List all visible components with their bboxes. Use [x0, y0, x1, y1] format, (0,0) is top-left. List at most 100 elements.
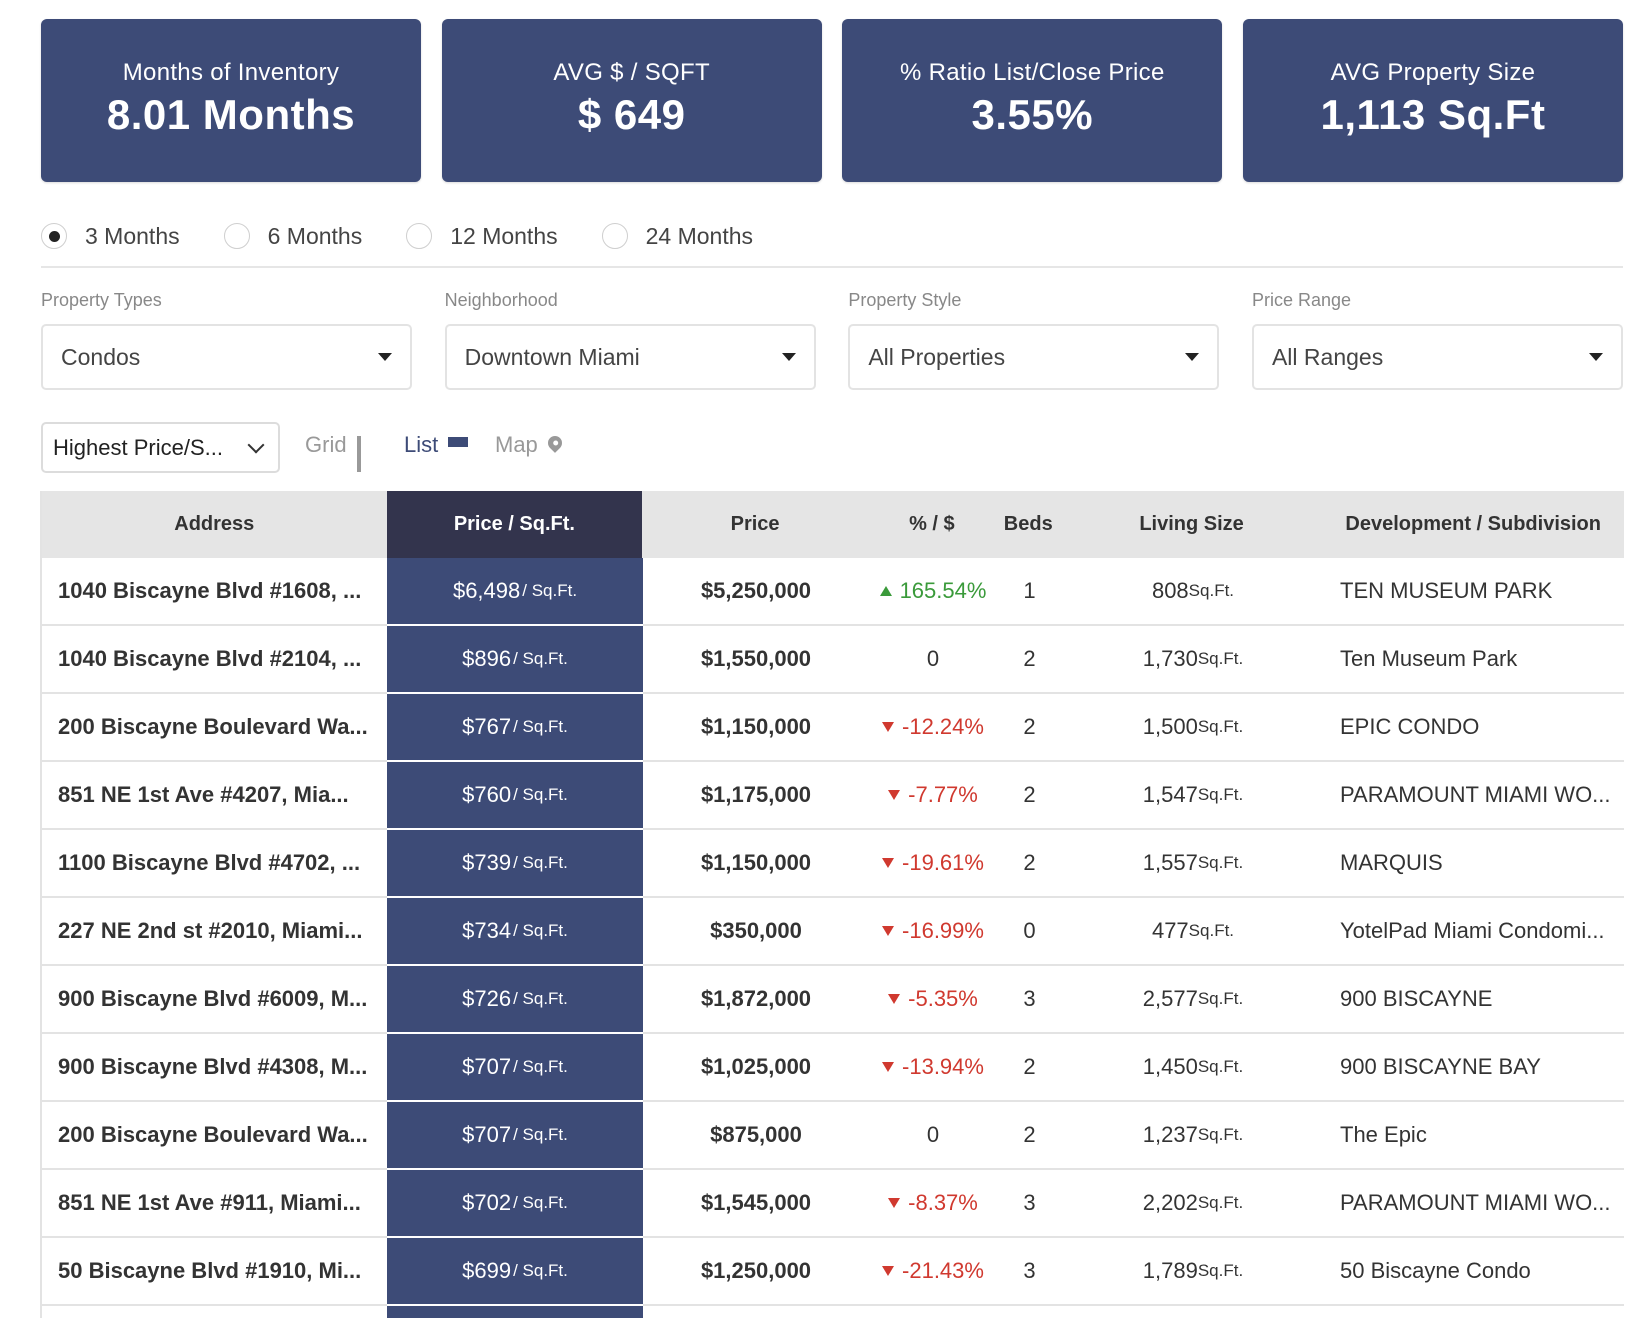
table-row[interactable]: 50 Biscayne Blvd #1910, Mi... $699/ Sq.Ft… — [42, 1238, 1624, 1306]
size-value: 1,500 — [1142, 714, 1198, 739]
address-link[interactable]: 900 Biscayne Blvd #6009, M... — [58, 986, 368, 1011]
price-range-select[interactable]: All Ranges — [1251, 324, 1623, 390]
trend-down-icon — [888, 790, 901, 800]
price-sqft-cell: $699/ Sq.Ft. — [387, 1238, 643, 1306]
living-size-cell: 808 Sq.Ft. — [1062, 558, 1324, 624]
pct-cell: -19.61% — [869, 830, 997, 896]
table-row[interactable]: 1040 Biscayne Blvd #1608, ... $6,498/ Sq.… — [42, 558, 1624, 626]
address-link[interactable]: 200 Biscayne Boulevard Wa... — [58, 1122, 368, 1147]
size-value: 1,789 — [1142, 1258, 1198, 1283]
beds-cell: 3 — [1023, 986, 1036, 1011]
period-selector: 3 Months 6 Months 12 Months 24 Months — [41, 217, 1623, 268]
sqft-unit: / Sq.Ft. — [522, 581, 578, 600]
table-row[interactable]: 900 Biscayne Blvd #4308, M... $707/ Sq.Ft… — [42, 1034, 1624, 1102]
radio-button[interactable] — [601, 223, 628, 249]
living-size-cell: 1,500 Sq.Ft. — [1062, 694, 1324, 760]
sort-select[interactable]: Highest Price/S... — [41, 422, 280, 473]
header-pct[interactable]: % / $ — [909, 513, 955, 535]
filter-price-range: Price Range All Ranges — [1251, 290, 1623, 390]
development-cell: YotelPad Miami Condomi... — [1340, 918, 1605, 943]
neighborhood-select[interactable]: Downtown Miami — [444, 324, 816, 390]
address-link[interactable]: 50 Biscayne Blvd #1910, Mi... — [58, 1258, 362, 1283]
beds-cell: 2 — [1023, 1054, 1036, 1079]
table-row[interactable]: 200 Biscayne Boulevard Wa... $767/ Sq.Ft.… — [42, 694, 1624, 762]
pct-value: -12.24% — [902, 714, 984, 739]
table-row[interactable]: 900 Biscayne Blvd #6009, M... $726/ Sq.Ft… — [42, 966, 1624, 1034]
header-address[interactable]: Address — [174, 513, 255, 535]
size-value: 1,547 — [1142, 782, 1198, 807]
table-row[interactable]: 851 NE 1st Ave #911, Miami... $702/ Sq.Ft… — [42, 1170, 1624, 1238]
period-label: 6 Months — [267, 223, 363, 249]
size-unit: Sq.Ft. — [1197, 853, 1244, 872]
header-development[interactable]: Development / Subdivision — [1345, 513, 1601, 535]
development-cell: 900 BISCAYNE — [1340, 986, 1493, 1011]
select-value: Condos — [61, 343, 141, 370]
header-price-sqft[interactable]: Price / Sq.Ft. — [386, 491, 643, 558]
price-cell: $1,872,000 — [700, 986, 812, 1011]
property-types-select[interactable]: Condos — [41, 324, 412, 390]
trend-down-icon — [882, 1266, 895, 1276]
price-sqft-value: $767 — [462, 714, 512, 739]
stat-card-avg-price-sqft: AVG $ / SQFT $ 649 — [441, 19, 822, 182]
table-row[interactable]: 851 NE 1st Ave #4207, Mia... $760/ Sq.Ft.… — [42, 762, 1624, 830]
period-label: 3 Months — [85, 223, 180, 249]
address-link[interactable]: 1040 Biscayne Blvd #2104, ... — [58, 646, 362, 671]
development-cell: Ten Museum Park — [1340, 646, 1518, 671]
radio-button[interactable] — [406, 223, 433, 249]
size-unit: Sq.Ft. — [1197, 989, 1244, 1008]
pct-cell: 165.54% — [869, 558, 997, 624]
beds-cell: 3 — [1023, 1258, 1036, 1283]
grid-icon — [356, 436, 375, 472]
size-value: 1,237 — [1142, 1122, 1198, 1147]
beds-cell: 1 — [1023, 578, 1036, 603]
period-option-24-months[interactable]: 24 Months — [601, 217, 753, 266]
stat-title: AVG Property Size — [1330, 59, 1536, 86]
filter-label: Neighborhood — [444, 290, 558, 310]
view-label: Map — [495, 432, 538, 457]
filter-neighborhood: Neighborhood Downtown Miami — [444, 290, 816, 390]
view-map-button[interactable]: Map — [495, 432, 565, 458]
address-link[interactable]: 1100 Biscayne Blvd #4702, ... — [58, 850, 361, 875]
period-option-12-months[interactable]: 12 Months — [406, 217, 558, 266]
address-link[interactable]: 900 Biscayne Blvd #4308, M... — [58, 1054, 368, 1079]
view-list-button[interactable]: List — [404, 432, 469, 458]
pct-value: -16.99% — [902, 918, 984, 943]
address-link[interactable]: 227 NE 2nd st #2010, Miami... — [58, 918, 363, 943]
price-cell: $1,150,000 — [700, 714, 812, 739]
view-label: List — [404, 432, 439, 457]
price-sqft-value: $726 — [462, 986, 512, 1011]
header-price[interactable]: Price — [730, 513, 780, 535]
address-link[interactable]: 200 Biscayne Boulevard Wa... — [58, 714, 368, 739]
header-beds[interactable]: Beds — [1003, 513, 1053, 535]
property-style-select[interactable]: All Properties — [848, 324, 1220, 390]
stat-title: % Ratio List/Close Price — [899, 59, 1165, 86]
pct-value: 165.54% — [899, 578, 987, 603]
view-grid-button[interactable]: Grid — [305, 432, 375, 472]
address-link[interactable]: 1040 Biscayne Blvd #1608, ... — [58, 578, 362, 603]
development-cell: TEN MUSEUM PARK — [1340, 578, 1553, 603]
price-sqft-value: $699 — [462, 1258, 512, 1283]
table-row[interactable]: 227 NE 2nd st #2010, Miami... $734/ Sq.Ft… — [42, 898, 1624, 966]
development-cell: EPIC CONDO — [1340, 714, 1480, 739]
period-option-6-months[interactable]: 6 Months — [223, 217, 363, 266]
table-row[interactable]: 1100 Biscayne Blvd #4702, ... $739/ Sq.Ft… — [42, 830, 1624, 898]
period-option-3-months[interactable]: 3 Months — [41, 217, 180, 266]
price-sqft-cell: $760/ Sq.Ft. — [387, 762, 643, 830]
address-link[interactable]: 851 NE 1st Ave #4207, Mia... — [58, 782, 349, 807]
table-row[interactable]: 200 Biscayne Boulevard Wa... $707/ Sq.Ft.… — [42, 1102, 1624, 1170]
beds-cell: 2 — [1023, 1122, 1036, 1147]
address-link[interactable]: 851 NE 1st Ave #911, Miami... — [58, 1190, 361, 1215]
price-cell: $5,250,000 — [700, 578, 812, 603]
table-row[interactable]: 1040 Biscayne Blvd #2104, ... $896/ Sq.Ft… — [42, 626, 1624, 694]
development-cell: PARAMOUNT MIAMI WO... — [1340, 782, 1611, 807]
filter-label: Property Types — [41, 290, 162, 310]
header-living-size[interactable]: Living Size — [1139, 513, 1244, 535]
price-sqft-cell: $734/ Sq.Ft. — [387, 898, 643, 966]
price-sqft-value: $760 — [462, 782, 512, 807]
size-unit: Sq.Ft. — [1197, 717, 1244, 736]
filters-row: Property Types Condos Neighborhood Downt… — [41, 290, 1623, 390]
radio-button[interactable] — [41, 223, 67, 249]
radio-button[interactable] — [223, 223, 250, 249]
beds-cell: 2 — [1023, 714, 1036, 739]
development-cell: MARQUIS — [1340, 850, 1443, 875]
